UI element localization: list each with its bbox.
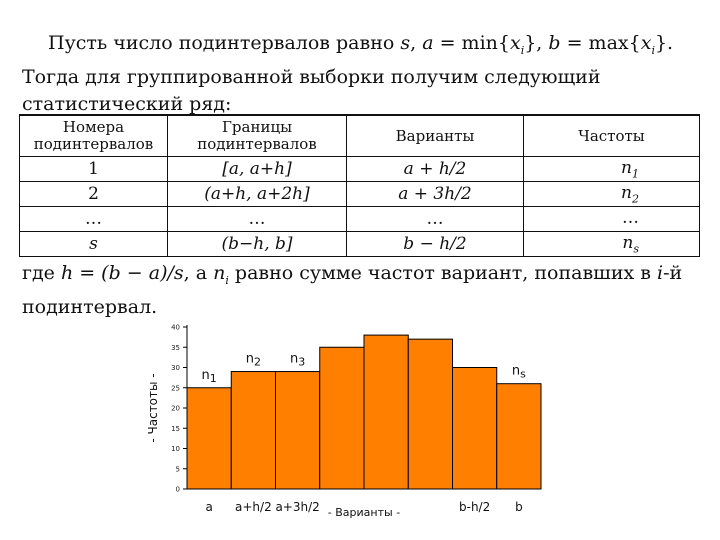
table-row: 2 (a+h, a+2h] a + 3h/2 n2 — [19, 181, 700, 207]
table-header-row: Номера подинтервалов Границы подинтервал… — [19, 114, 700, 157]
cell-frequency: n1 — [523, 156, 700, 182]
y-tick-label: 30 — [171, 364, 180, 372]
x-tick-label: a+h/2 — [235, 500, 272, 514]
x-axis-label: - Варианты - — [328, 506, 400, 519]
cell-bounds: (b−h, b] — [167, 231, 347, 257]
x-tick-label: b — [515, 500, 523, 514]
y-tick-label: 35 — [171, 344, 180, 352]
table-row: 1 [a, a+h] a + h/2 n1 — [19, 156, 700, 182]
bar-frequency-label: ns — [512, 364, 526, 381]
bar-frequency-label: n1 — [202, 368, 217, 385]
header-frequencies: Частоты — [523, 114, 700, 157]
table-row: s (b−h, b] b − h/2 ns — [19, 231, 700, 257]
explanation-paragraph: где h = (b − a)/s, а ni равно сумме част… — [22, 262, 683, 318]
histogram-bar — [363, 334, 409, 490]
y-tick-label: 5 — [176, 465, 180, 473]
histogram-bar — [186, 387, 232, 490]
bar-frequency-label: n2 — [246, 352, 261, 369]
cell-number: 2 — [19, 181, 168, 207]
histogram-bar — [452, 367, 498, 490]
cell-frequency: ns — [523, 231, 700, 257]
cell-bounds: … — [167, 206, 347, 232]
histogram-bar — [275, 371, 321, 490]
x-tick-label: a — [205, 500, 212, 514]
histogram-bar — [319, 346, 365, 490]
histogram-plot-area: 0 5 10 15 20 25 30 35 40 - Частоты - a a+h/2 a+3h/2 b… — [146, 324, 542, 519]
cell-number: … — [19, 206, 168, 232]
cell-variant: b − h/2 — [346, 231, 524, 257]
cell-frequency: n2 — [523, 181, 700, 207]
y-tick-label: 15 — [171, 425, 180, 433]
cell-number: s — [19, 231, 168, 257]
y-tick-label: 0 — [176, 486, 180, 494]
cell-variant: a + h/2 — [346, 156, 524, 182]
header-interval-bounds: Границы подинтервалов — [167, 114, 347, 157]
histogram-bar — [230, 371, 276, 490]
histogram-chart: 0 5 10 15 20 25 30 35 40 - Частоты - a a+h/2 a+3h/2 b… — [146, 324, 542, 519]
y-tick-label: 40 — [171, 324, 180, 332]
bar-frequency-label: n3 — [290, 352, 305, 369]
x-tick-label: a+3h/2 — [275, 500, 319, 514]
statistical-series-table: Номера подинтервалов Границы подинтервал… — [19, 114, 700, 257]
intro-paragraph: Пусть число подинтервалов равно s, a = m… — [22, 32, 674, 115]
cell-variant: … — [346, 206, 524, 232]
cell-bounds: (a+h, a+2h] — [167, 181, 347, 207]
histogram-bar — [407, 338, 453, 490]
y-tick-label: 25 — [171, 384, 180, 392]
y-tick-label: 10 — [171, 445, 180, 453]
histogram-bar — [496, 383, 542, 490]
header-variants: Варианты — [346, 114, 524, 157]
cell-bounds: [a, a+h] — [167, 156, 347, 182]
cell-frequency: … — [523, 206, 700, 232]
y-tick-label: 20 — [171, 405, 180, 413]
cell-variant: a + 3h/2 — [346, 181, 524, 207]
y-axis-label: - Частоты - — [146, 373, 160, 442]
header-interval-numbers: Номера подинтервалов — [19, 114, 168, 157]
x-tick-label: b-h/2 — [459, 500, 490, 514]
cell-number: 1 — [19, 156, 168, 182]
table-row: … … … … — [19, 206, 700, 232]
